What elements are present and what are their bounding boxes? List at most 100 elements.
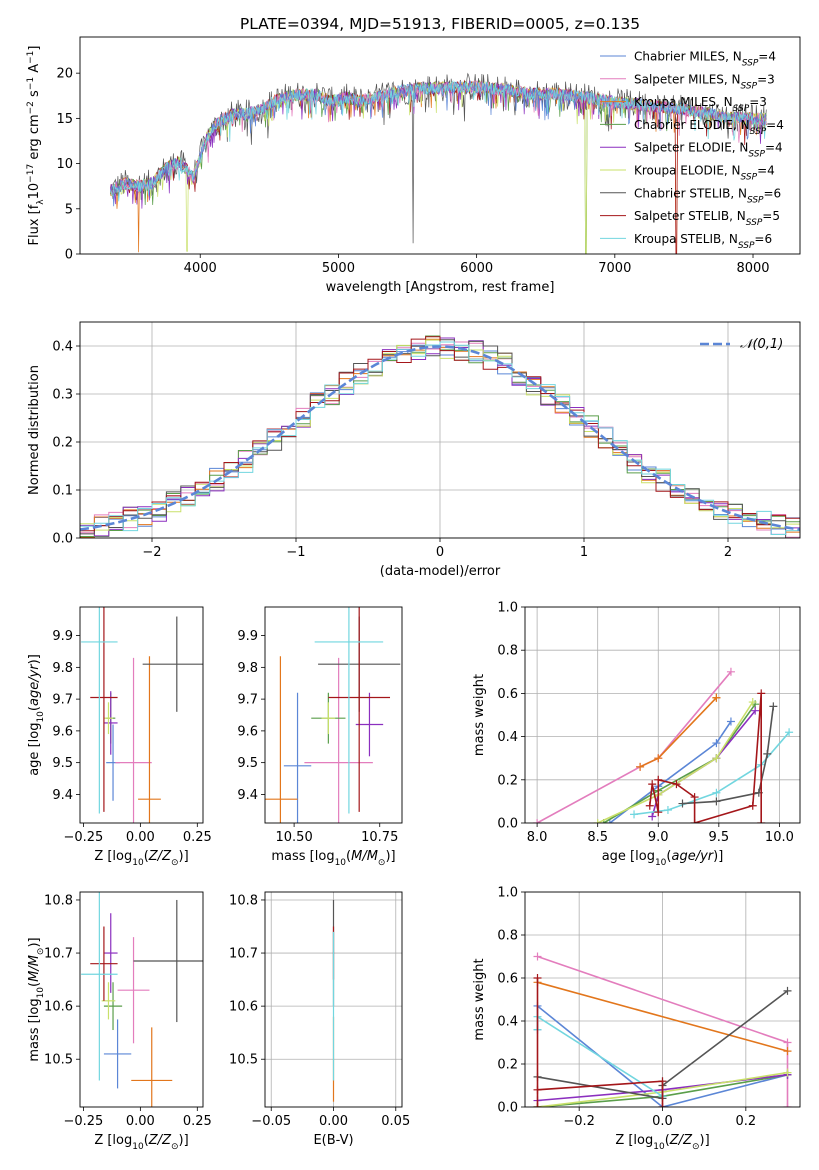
legend-entry: Chabrier STELIB, NSSP=6 — [634, 186, 781, 205]
marker — [593, 819, 602, 823]
plot-area — [525, 607, 800, 823]
legend-entry: Kroupa MILES, NSSP=3 — [634, 95, 767, 114]
marker — [658, 1103, 667, 1107]
marker — [654, 775, 663, 784]
histogram-kroupa_stelib — [80, 341, 800, 535]
y-tick-label: 0 — [65, 248, 73, 263]
legend-entry: 𝒩(0,1) — [740, 337, 783, 352]
x-axis-label: Z [log10(Z/Z⊙)] — [94, 849, 188, 868]
y-tick-label: 9.6 — [237, 724, 258, 739]
marker — [712, 797, 721, 806]
y-tick-label: 0.2 — [497, 773, 518, 788]
plot-area — [265, 607, 401, 823]
x-tick-label: 5000 — [322, 261, 355, 276]
plot-area — [265, 892, 402, 1107]
marker — [533, 819, 542, 823]
x-axis-label: E(B-V) — [313, 1133, 353, 1148]
y-tick-label: 0.4 — [52, 340, 73, 355]
plot-area — [80, 322, 800, 538]
marker — [757, 819, 766, 823]
y-tick-label: 0.4 — [497, 1015, 518, 1030]
axes-frame — [79, 606, 204, 824]
y-tick-label: 0.2 — [497, 1058, 518, 1073]
spectrum-line-kroupa_stelib — [110, 80, 767, 202]
x-axis-label: Z [log10(Z/Z⊙)] — [615, 1133, 709, 1152]
axes-frame — [264, 606, 403, 824]
plot-area — [525, 892, 800, 1107]
axes-frame — [79, 36, 801, 255]
y-tick-label: 0.2 — [52, 436, 73, 451]
marker — [769, 702, 778, 711]
y-tick-label: 9.7 — [52, 693, 73, 708]
x-axis-label: (data-model)/error — [380, 564, 501, 579]
marker — [763, 749, 772, 758]
y-tick-label: 5 — [65, 202, 73, 217]
y-tick-label: 0.6 — [497, 972, 518, 987]
y-tick-label: 10.6 — [229, 1000, 258, 1015]
legend: 𝒩(0,1) — [700, 337, 783, 352]
x-tick-label: −0.05 — [251, 1114, 291, 1129]
y-tick-label: 10.5 — [229, 1053, 258, 1068]
marker — [783, 1103, 792, 1107]
plot-area — [110, 72, 767, 254]
axes-frame — [524, 606, 801, 824]
marker — [678, 799, 687, 808]
axes-frame — [524, 891, 801, 1108]
y-tick-label: 10.7 — [44, 947, 73, 962]
weight-line-kroupa_stelib — [536, 1015, 664, 1098]
y-tick-label: 0.3 — [52, 388, 73, 403]
plot-area — [81, 892, 203, 1107]
y-axis-label: mass weight — [472, 958, 487, 1040]
y-tick-label: 20 — [56, 67, 73, 82]
axes-frame — [264, 891, 403, 1108]
weight-line-salpeter_stelib — [649, 693, 762, 823]
y-tick-label: 0.8 — [497, 644, 518, 659]
y-tick-label: 9.4 — [52, 788, 73, 803]
y-tick-label: 0.8 — [497, 929, 518, 944]
marker — [648, 812, 657, 821]
legend-entry: Chabrier MILES, NSSP=4 — [634, 50, 776, 69]
weight-line-kroupa_miles — [537, 981, 788, 1052]
y-tick-label: 10.6 — [44, 1000, 73, 1015]
y-tick-label: 9.6 — [52, 724, 73, 739]
weight-line-salpeter_miles — [536, 671, 732, 823]
x-tick-label: 0.00 — [126, 830, 155, 845]
x-tick-label: −1 — [286, 545, 305, 560]
x-tick-label: −2 — [142, 545, 161, 560]
axes-frame — [79, 891, 204, 1108]
panel-mass_vs_Z: −0.25 0.00 0.25 10.5 10.6 10.7 10.8 mass [log10… — [27, 891, 212, 1152]
y-tick-label: 10.7 — [229, 947, 258, 962]
legend-entry: Kroupa ELODIE, NSSP=4 — [634, 164, 775, 183]
panel-mass_vs_ebv: −0.05 0.00 0.05 10.5 10.6 10.7 10.8 E(B-V) — [229, 891, 410, 1148]
y-axis-label: age [log10(age/yr)] — [27, 654, 46, 776]
y-axis-label: mass [log10(M/M⊙)] — [27, 937, 46, 1061]
y-tick-label: 9.7 — [237, 693, 258, 708]
x-tick-label: 10.75 — [361, 830, 398, 845]
y-tick-label: 10.8 — [44, 893, 73, 908]
y-tick-label: 9.9 — [237, 629, 258, 644]
y-tick-label: 9.9 — [52, 629, 73, 644]
y-tick-label: 9.5 — [52, 756, 73, 771]
marker — [645, 801, 654, 810]
marker — [663, 806, 672, 815]
marker — [658, 1077, 667, 1086]
marker — [726, 667, 735, 676]
marker — [533, 974, 542, 982]
marker — [783, 1047, 792, 1056]
weight-line-kroupa_miles — [639, 697, 717, 768]
axes-frame — [79, 321, 801, 539]
y-tick-label: 0.1 — [52, 484, 73, 499]
x-tick-label: 0.05 — [381, 1114, 410, 1129]
x-tick-label: 0.2 — [735, 1114, 756, 1129]
marker — [712, 788, 721, 797]
x-axis-label: wavelength [Angstrom, rest frame] — [326, 280, 555, 295]
marker — [783, 1038, 792, 1047]
marker — [712, 739, 721, 748]
panel-spectrum: 4000 5000 6000 7000 8000 0 5 10 15 20 Chabrier MIL… — [26, 36, 801, 295]
marker — [712, 754, 721, 763]
y-tick-label: 0.0 — [497, 1101, 518, 1116]
y-tick-label: 1.0 — [497, 601, 518, 616]
x-axis-label: age [log10(age/yr)] — [602, 849, 724, 868]
x-tick-label: 8000 — [736, 261, 769, 276]
